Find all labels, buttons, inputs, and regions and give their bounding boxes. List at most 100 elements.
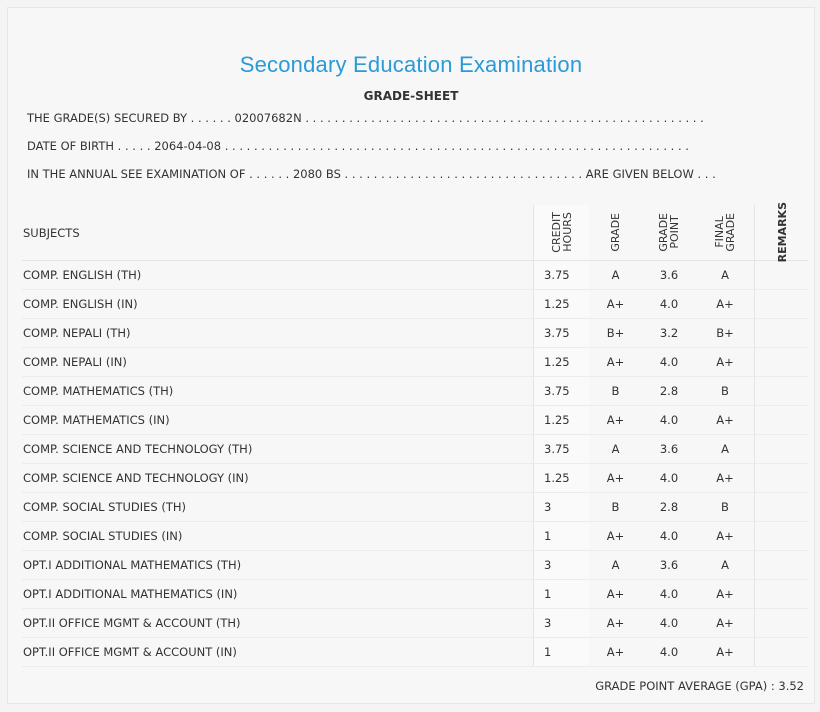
subject-cell: OPT.II OFFICE MGMT & ACCOUNT (IN) — [23, 645, 237, 659]
grade-point-cell: 3.6 — [659, 268, 679, 282]
grade-cell: A+ — [606, 355, 625, 369]
header-credit-hours: CREDIT HOURS — [549, 212, 574, 253]
credit-hours-cell: 3.75 — [533, 435, 589, 463]
table-row: COMP. SOCIAL STUDIES (TH) 3 B 2.8 B — [22, 493, 808, 522]
table-row: OPT.I ADDITIONAL MATHEMATICS (TH) 3 A 3.6 A — [22, 551, 808, 580]
subject-cell: COMP. ENGLISH (TH) — [23, 268, 142, 282]
grade-cell: B — [611, 384, 620, 398]
table-row: COMP. ENGLISH (IN) 1.25 A+ 4.0 A+ — [22, 290, 808, 319]
credit-hours-cell: 3 — [533, 551, 589, 579]
header-subjects: SUBJECTS — [23, 225, 80, 240]
grade-point-cell: 4.0 — [659, 355, 679, 369]
remarks-cell — [754, 319, 809, 347]
page-subtitle: GRADE-SHEET — [363, 89, 459, 103]
final-grade-cell: B — [721, 384, 729, 398]
grade-cell: A+ — [606, 471, 625, 485]
grade-point-cell: 3.6 — [659, 442, 679, 456]
table-row: COMP. NEPALI (TH) 3.75 B+ 3.2 B+ — [22, 319, 808, 348]
credit-hours-cell: 3.75 — [533, 377, 589, 405]
remarks-cell — [754, 522, 809, 550]
grade-cell: A — [611, 268, 620, 282]
credit-hours-cell: 1 — [533, 522, 589, 550]
exam-line: IN THE ANNUAL SEE EXAMINATION OF . . . .… — [27, 167, 716, 181]
table-row: COMP. MATHEMATICS (TH) 3.75 B 2.8 B — [22, 377, 808, 406]
remarks-cell — [754, 290, 809, 318]
remarks-cell — [754, 435, 809, 463]
table-row: COMP. SCIENCE AND TECHNOLOGY (IN) 1.25 A+ 4… — [22, 464, 808, 493]
remarks-cell — [754, 609, 809, 637]
remarks-cell — [754, 464, 809, 492]
header-grade: GRADE — [609, 213, 622, 252]
final-grade-cell: A+ — [716, 616, 734, 630]
table-row: COMP. SCIENCE AND TECHNOLOGY (TH) 3.75 A 3.… — [22, 435, 808, 464]
table-row: COMP. MATHEMATICS (IN) 1.25 A+ 4.0 A+ — [22, 406, 808, 435]
table-row: OPT.I ADDITIONAL MATHEMATICS (IN) 1 A+ 4.0 A… — [22, 580, 808, 609]
remarks-cell — [754, 493, 809, 521]
credit-hours-cell: 3 — [533, 493, 589, 521]
grade-point-cell: 4.0 — [659, 616, 679, 630]
grade-cell: A+ — [606, 616, 625, 630]
final-grade-cell: A+ — [716, 587, 734, 601]
header-grade-point: GRADE POINT — [657, 213, 681, 252]
final-grade-cell: A+ — [716, 645, 734, 659]
grade-point-cell: 4.0 — [659, 529, 679, 543]
credit-hours-cell: 1 — [533, 638, 589, 666]
table-row: OPT.II OFFICE MGMT & ACCOUNT (IN) 1 A+ 4.0 A… — [22, 638, 808, 667]
grade-cell: A — [611, 558, 620, 572]
grade-point-cell: 3.6 — [659, 558, 679, 572]
credit-hours-cell: 3.75 — [533, 261, 589, 289]
grade-point-cell: 3.2 — [659, 326, 679, 340]
subject-cell: COMP. NEPALI (TH) — [23, 326, 131, 340]
grade-cell: B+ — [606, 326, 625, 340]
final-grade-cell: B — [721, 500, 729, 514]
subject-cell: COMP. MATHEMATICS (TH) — [23, 384, 174, 398]
grade-point-cell: 4.0 — [659, 413, 679, 427]
table-body: COMP. ENGLISH (TH) 3.75 A 3.6 A COMP. ENGLISH… — [22, 261, 808, 667]
subject-cell: COMP. NEPALI (IN) — [23, 355, 127, 369]
remarks-cell — [754, 377, 809, 405]
table-row: COMP. NEPALI (IN) 1.25 A+ 4.0 A+ — [22, 348, 808, 377]
subject-cell: COMP. MATHEMATICS (IN) — [23, 413, 170, 427]
final-grade-cell: A+ — [716, 355, 734, 369]
grade-cell: A+ — [606, 645, 625, 659]
header-final-grade: FINAL GRADE — [713, 213, 737, 252]
final-grade-cell: A — [721, 268, 729, 282]
table-row: OPT.II OFFICE MGMT & ACCOUNT (TH) 3 A+ 4.0 A… — [22, 609, 808, 638]
subject-cell: COMP. ENGLISH (IN) — [23, 297, 138, 311]
header-remarks: REMARKS — [775, 202, 789, 263]
final-grade-cell: A+ — [716, 471, 734, 485]
subject-cell: OPT.II OFFICE MGMT & ACCOUNT (TH) — [23, 616, 241, 630]
grade-sheet: Secondary Education Examination GRADE-SH… — [7, 7, 815, 704]
remarks-cell — [754, 348, 809, 376]
credit-hours-cell: 1.25 — [533, 348, 589, 376]
grade-cell: A+ — [606, 297, 625, 311]
grade-point-cell: 4.0 — [659, 645, 679, 659]
grade-point-cell: 2.8 — [659, 384, 679, 398]
grade-point-cell: 4.0 — [659, 587, 679, 601]
remarks-cell — [754, 638, 809, 666]
subject-cell: OPT.I ADDITIONAL MATHEMATICS (TH) — [23, 558, 242, 572]
credit-hours-cell: 1 — [533, 580, 589, 608]
remarks-cell — [754, 406, 809, 434]
subject-cell: COMP. SCIENCE AND TECHNOLOGY (TH) — [23, 442, 253, 456]
credit-hours-cell: 1.25 — [533, 290, 589, 318]
remarks-cell — [754, 551, 809, 579]
secured-by-line: THE GRADE(S) SECURED BY . . . . . . 0200… — [27, 111, 704, 125]
date-of-birth-line: DATE OF BIRTH . . . . . 2064-04-08 . . .… — [27, 139, 689, 153]
subject-cell: OPT.I ADDITIONAL MATHEMATICS (IN) — [23, 587, 238, 601]
subject-cell: COMP. SOCIAL STUDIES (TH) — [23, 500, 187, 514]
table-row: COMP. ENGLISH (TH) 3.75 A 3.6 A — [22, 261, 808, 290]
grade-cell: A+ — [606, 529, 625, 543]
grade-point-cell: 4.0 — [659, 471, 679, 485]
grade-cell: A — [611, 442, 620, 456]
credit-hours-cell: 1.25 — [533, 464, 589, 492]
grade-point-cell: 4.0 — [659, 297, 679, 311]
grade-point-cell: 2.8 — [659, 500, 679, 514]
grade-cell: A+ — [606, 587, 625, 601]
table-row: COMP. SOCIAL STUDIES (IN) 1 A+ 4.0 A+ — [22, 522, 808, 551]
page-title: Secondary Education Examination — [239, 52, 583, 77]
table-header-row: SUBJECTS CREDIT HOURS GRADE GRADE POINT … — [22, 202, 808, 263]
final-grade-cell: A — [721, 558, 729, 572]
gpa-summary: GRADE POINT AVERAGE (GPA) : 3.52 — [595, 679, 804, 693]
subject-cell: COMP. SOCIAL STUDIES (IN) — [23, 529, 183, 543]
